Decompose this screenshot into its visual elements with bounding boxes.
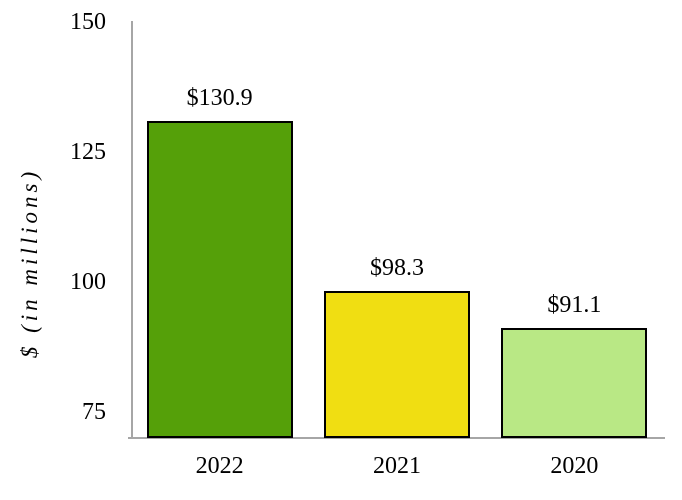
y-axis-tick-label: 125 — [70, 139, 106, 165]
y-axis-tick-label: 75 — [82, 399, 106, 425]
y-axis-title: $ (in millions) — [17, 167, 42, 359]
bar-value-label: $98.3 — [370, 254, 424, 281]
x-axis-line — [128, 437, 665, 439]
x-axis-tick-label: 2022 — [195, 453, 244, 479]
bar-value-label: $91.1 — [547, 292, 602, 319]
bar-2021 — [324, 290, 470, 438]
bar-2022 — [146, 121, 293, 438]
y-axis-tick-label: 150 — [70, 9, 106, 35]
x-axis-tick-label: 2020 — [550, 453, 599, 479]
bar-2020 — [501, 328, 648, 438]
y-axis-line — [131, 21, 133, 439]
bar-value-label: $130.9 — [186, 85, 253, 112]
x-axis-tick-label: 2021 — [373, 453, 421, 479]
y-axis-tick-label: 100 — [70, 269, 106, 295]
